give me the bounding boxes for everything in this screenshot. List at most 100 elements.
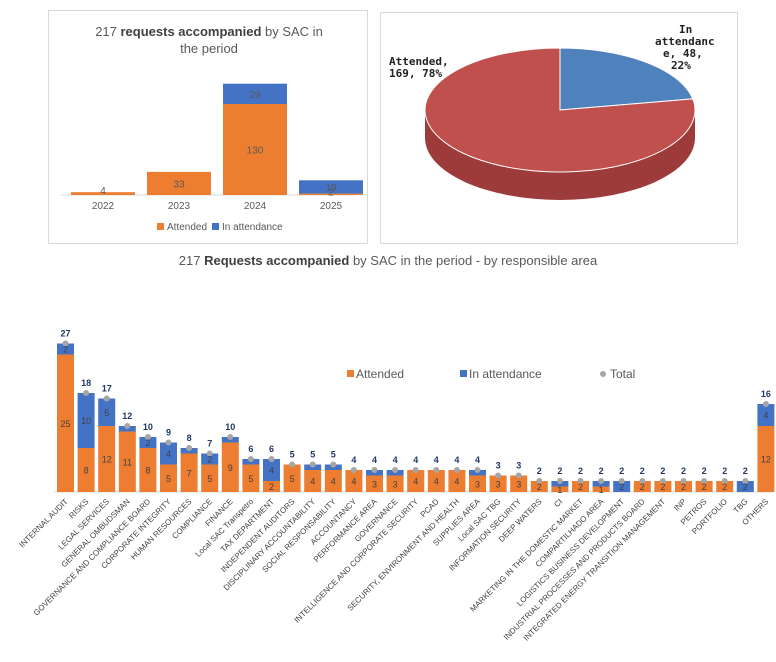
bar-attended-governance [386, 475, 404, 492]
pie-slice-in-attendance [559, 47, 694, 111]
data-label-attended-local-sac-transpetro: 5 [248, 474, 253, 484]
total-label-social-responsability: 5 [331, 450, 336, 460]
bar-attended-2023 [147, 171, 211, 195]
bar-in-attendance-internal-audit [57, 343, 74, 355]
total-label-tbg: 2 [743, 466, 748, 476]
legend-attended-swatch [157, 223, 164, 230]
data-label-attended-corporate-integrity: 5 [166, 474, 171, 484]
total-label-governance-and-compliance-board: 10 [143, 422, 153, 432]
data-label-attended-deep-waters: 2 [537, 482, 542, 492]
data-label-attended-2023: 33 [173, 179, 185, 190]
x-tick-tbg: TBG [732, 497, 750, 515]
bar-attended-ci [551, 486, 569, 492]
legend-in-attendance-label: In attendance [469, 367, 542, 381]
total-marker-governance [392, 467, 399, 473]
data-label-in-attendance-internal-audit: 2 [63, 345, 68, 355]
total-marker-general-ombudsman [124, 423, 131, 429]
bar-attended-pcad [427, 470, 445, 492]
total-marker-local-sac-transpetro [247, 456, 254, 462]
bar-attended-human-resources [180, 453, 198, 492]
total-label-disciplinary-accountability: 5 [310, 450, 315, 460]
bar-in-attendance-tbg [736, 481, 754, 492]
bar-attended-legal-services [98, 426, 116, 492]
data-label-attended-2024: 130 [247, 146, 264, 157]
total-label-others: 16 [761, 389, 771, 399]
total-label-legal-services: 17 [102, 384, 112, 394]
total-label-accountancy: 4 [351, 455, 356, 465]
total-label-tax-department: 6 [269, 444, 274, 454]
total-marker-compliance [206, 450, 213, 457]
x-tick-2024: 2024 [244, 201, 267, 212]
total-label-human-resources: 8 [187, 433, 192, 443]
pie-label-attended-line-0: Attended, [389, 55, 449, 68]
legend-in-attendance-swatch [212, 223, 219, 230]
pie-slice-attended [424, 47, 696, 173]
data-label-attended-accountancy: 4 [351, 477, 356, 487]
total-label-inp: 2 [681, 466, 686, 476]
legend-attended-label: Attended [167, 222, 207, 233]
legend-in-attendance-swatch [460, 370, 467, 377]
bar-attended-industrial-processes-and-products-board [633, 481, 651, 492]
data-label-attended-petros: 2 [702, 482, 707, 492]
total-label-performance-area: 4 [372, 455, 377, 465]
bar-attended-deep-waters [530, 481, 548, 492]
total-marker-marketing-in-the-domestic-market [577, 478, 584, 484]
data-label-attended-general-ombudsman: 11 [123, 457, 132, 467]
total-marker-governance-and-compliance-board [144, 434, 151, 440]
total-marker-security-environment-and-health [453, 467, 460, 473]
total-label-industrial-processes-and-products-board: 2 [640, 466, 645, 476]
data-label-attended-information-security: 3 [516, 479, 521, 489]
bar-attended-integrated-energy-transition-management [654, 481, 672, 492]
x-tick-ci: CI [552, 497, 564, 509]
data-label-attended-internal-audit: 25 [60, 419, 70, 429]
total-marker-logistics-business-development [618, 478, 625, 484]
x-tick-2025: 2025 [320, 201, 343, 212]
data-label-attended-human-resources: 7 [187, 468, 192, 478]
bar-in-attendance-others [757, 404, 775, 426]
total-label-security-environment-and-health: 4 [454, 455, 459, 465]
total-marker-disciplinary-accountability [309, 461, 316, 468]
bar-attended-security-environment-and-health [448, 470, 466, 492]
total-marker-supplies-area [474, 467, 481, 473]
total-marker-independent-auditors [289, 461, 296, 468]
pie-side-wall [425, 110, 695, 200]
pie-label-in-attendance-line-2: e, 48, [663, 47, 703, 60]
data-label-in-attendance-others: 4 [763, 411, 768, 421]
bar-attended-internal-audit [57, 354, 74, 492]
total-marker-intelligence-and-corporate-security [412, 467, 419, 473]
total-label-compartilhado-area: 2 [599, 466, 604, 476]
data-label-attended-security-environment-and-health: 4 [454, 477, 459, 487]
yearly-chart-title: 217 requests accompanied by SAC in the p… [95, 24, 323, 56]
pie-label-in-attendance-line-1: attendanc [655, 35, 715, 48]
bar-in-attendance-tax-department [263, 459, 280, 481]
x-tick-inp: INP [672, 497, 688, 513]
data-label-in-attendance-2024: 29 [249, 90, 261, 101]
data-label-attended-social-responsability: 4 [331, 477, 336, 487]
data-label-in-attendance-logistics-business-development: 2 [619, 482, 624, 492]
total-label-supplies-area: 4 [475, 455, 480, 465]
bar-attended-petros [695, 481, 713, 492]
total-marker-integrated-energy-transition-management [659, 478, 666, 484]
total-marker-accountancy [350, 467, 357, 473]
bar-in-attendance-risks [77, 393, 95, 448]
total-label-integrated-energy-transition-management: 2 [660, 466, 665, 476]
data-label-attended-supplies-area: 3 [475, 479, 480, 489]
bar-attended-governance-and-compliance-board [139, 448, 157, 492]
bar-attended-2024 [223, 104, 287, 195]
total-marker-industrial-processes-and-products-board [639, 478, 646, 484]
total-marker-ci [556, 478, 563, 484]
data-label-attended-governance-and-compliance-board: 8 [145, 466, 150, 476]
total-marker-deep-waters [536, 478, 543, 484]
total-label-ci: 2 [557, 466, 562, 476]
bar-in-attendance-governance-and-compliance-board [139, 437, 157, 448]
data-label-attended-disciplinary-accountability: 4 [310, 477, 315, 487]
data-label-in-attendance-compliance: 2 [207, 455, 212, 465]
data-label-in-attendance-2025: 19 [325, 183, 337, 194]
total-label-marketing-in-the-domestic-market: 2 [578, 466, 583, 476]
bar-attended-marketing-in-the-domestic-market [572, 481, 589, 492]
data-label-attended-legal-services: 12 [102, 455, 112, 465]
total-marker-others [762, 401, 769, 407]
bar-attended-others [757, 426, 775, 492]
total-marker-finance [227, 434, 234, 440]
